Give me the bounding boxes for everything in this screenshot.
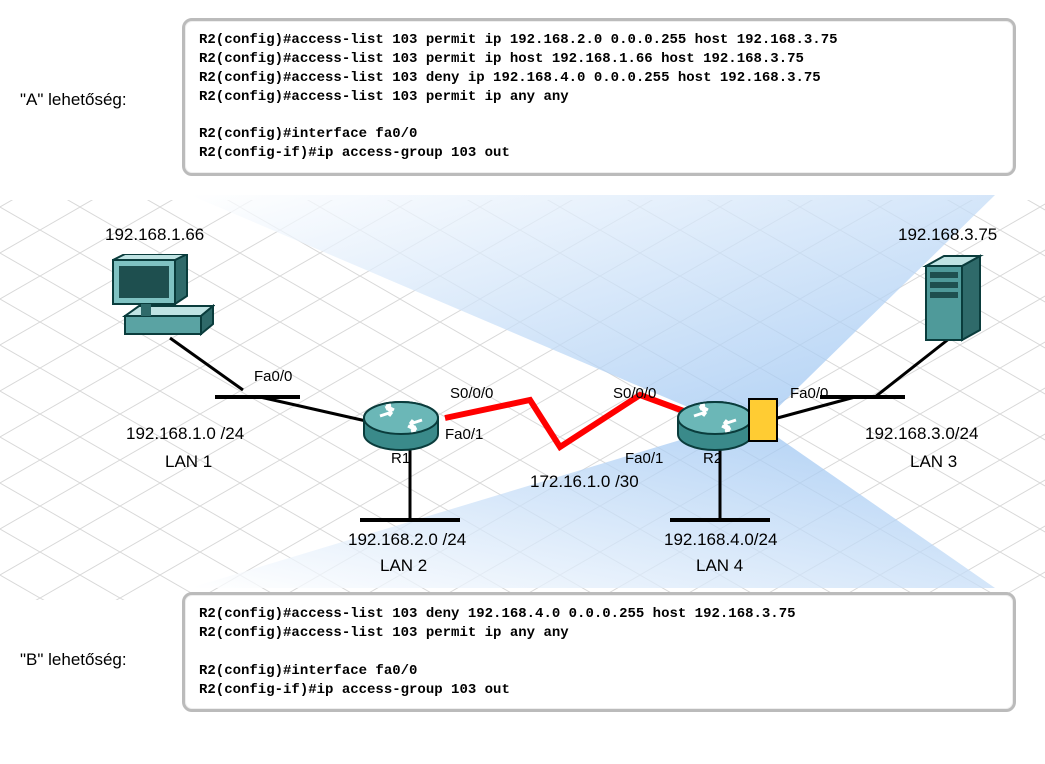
r2-fa01-label: Fa0/1	[625, 450, 663, 467]
lan3-net: 192.168.3.0/24	[865, 424, 978, 444]
terminal-b: R2(config)#access-list 103 deny 192.168.…	[182, 592, 1016, 712]
r2-s000-label: S0/0/0	[613, 385, 656, 402]
r1-name: R1	[391, 450, 410, 467]
wan-net: 172.16.1.0 /30	[530, 472, 639, 492]
lan1-net: 192.168.1.0 /24	[126, 424, 244, 444]
acl-marker	[748, 398, 778, 442]
r1-s000-label: S0/0/0	[450, 385, 493, 402]
router-r2-icon	[676, 398, 754, 452]
lan4-net: 192.168.4.0/24	[664, 530, 777, 550]
option-a-label: "A" lehetőség:	[20, 90, 127, 110]
terminal-b-text: R2(config)#access-list 103 deny 192.168.…	[199, 605, 999, 699]
terminal-a: R2(config)#access-list 103 permit ip 192…	[182, 18, 1016, 176]
lan3-name: LAN 3	[910, 452, 957, 472]
r1-fa00-label: Fa0/0	[254, 368, 292, 385]
router-r1-icon	[362, 398, 440, 452]
terminal-a-text: R2(config)#access-list 103 permit ip 192…	[199, 31, 999, 163]
lan4-name: LAN 4	[696, 556, 743, 576]
r1-fa01-label: Fa0/1	[445, 426, 483, 443]
option-b-label: "B" lehetőség:	[20, 650, 127, 670]
diagram-stage: { "optionA_label": "\"A\" lehetőség:", "…	[0, 0, 1045, 764]
lan2-name: LAN 2	[380, 556, 427, 576]
r2-fa00-label: Fa0/0	[790, 385, 828, 402]
lan1-name: LAN 1	[165, 452, 212, 472]
server-ip-label: 192.168.3.75	[898, 225, 997, 245]
pc-icon	[105, 254, 215, 349]
server-icon	[922, 252, 984, 344]
pc-ip-label: 192.168.1.66	[105, 225, 204, 245]
r2-name: R2	[703, 450, 722, 467]
lan2-net: 192.168.2.0 /24	[348, 530, 466, 550]
